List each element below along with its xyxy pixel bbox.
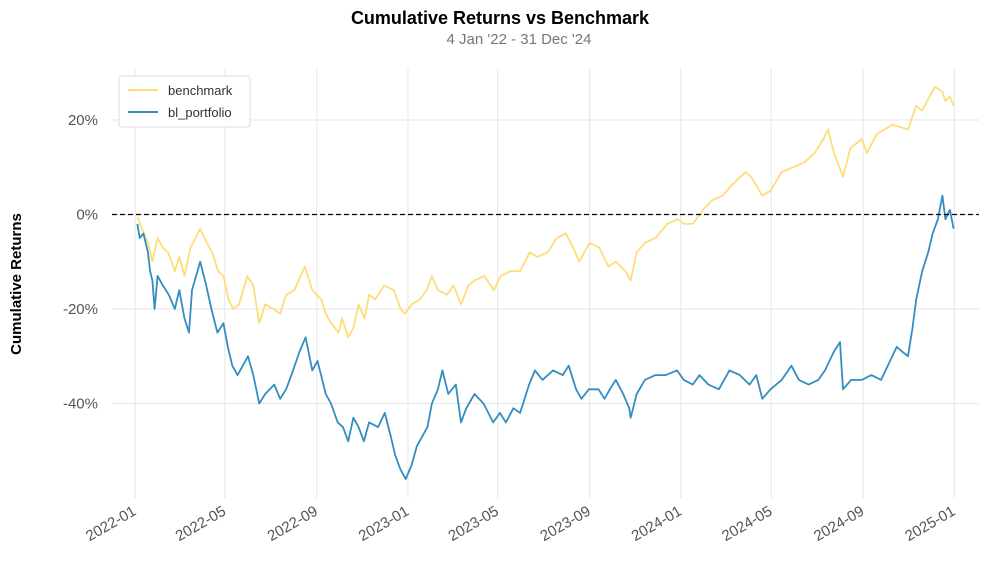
chart-title: Cumulative Returns vs Benchmark xyxy=(351,8,650,28)
x-tick-label: 2023-05 xyxy=(445,503,501,545)
y-axis-label: Cumulative Returns xyxy=(8,213,25,355)
x-tick-label: 2022-05 xyxy=(173,503,229,545)
x-tick-label: 2024-09 xyxy=(811,503,867,545)
x-tick-label: 2023-01 xyxy=(356,503,412,545)
legend-label-bl_portfolio: bl_portfolio xyxy=(168,105,232,120)
y-tick-label: 0% xyxy=(76,206,98,223)
x-tick-label: 2025-01 xyxy=(902,503,958,545)
y-tick-labels: -40% -20% 0% 20% xyxy=(63,112,98,413)
x-tick-labels: 2022-01 2022-05 2022-09 2023-01 2023-05 2023-… xyxy=(83,503,958,545)
grid-lines xyxy=(112,68,979,498)
chart-subtitle: 4 Jan '22 - 31 Dec '24 xyxy=(447,31,592,48)
y-tick-label: 20% xyxy=(68,112,98,129)
series-line-bl_portfolio xyxy=(136,194,955,481)
x-tick-label: 2022-01 xyxy=(83,503,139,545)
y-tick-label: -40% xyxy=(63,395,98,412)
y-tick-label: -20% xyxy=(63,301,98,318)
x-tick-label: 2024-01 xyxy=(629,503,685,545)
series-lines xyxy=(136,86,955,481)
x-tick-label: 2024-05 xyxy=(719,503,775,545)
legend-label-benchmark: benchmark xyxy=(168,83,233,98)
x-tick-label: 2022-09 xyxy=(265,503,321,545)
legend-box xyxy=(118,75,251,128)
legend: benchmark bl_portfolio xyxy=(118,75,251,128)
x-tick-label: 2023-09 xyxy=(537,503,593,545)
series-line-benchmark xyxy=(136,86,955,339)
